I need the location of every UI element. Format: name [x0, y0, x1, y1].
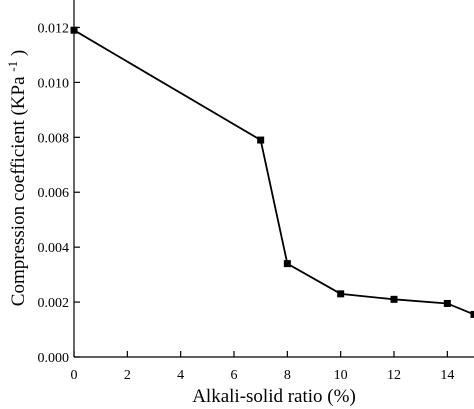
data-point-marker	[283, 260, 291, 268]
data-point-marker	[337, 290, 345, 298]
y-axis-title: Compression coefficient (KPa -1 )	[1, 50, 29, 306]
x-tick-label: 10	[334, 368, 348, 383]
data-point-marker	[443, 299, 451, 307]
series-markers	[70, 26, 474, 318]
y-axis-title-main: Compression coefficient (KPa	[8, 76, 29, 306]
y-axis-ticks	[74, 26, 80, 358]
x-tick-label: 4	[177, 368, 184, 383]
data-point-marker	[390, 295, 398, 303]
x-tick-label: 14	[440, 368, 454, 383]
data-point-marker	[257, 136, 265, 144]
x-tick-label: 8	[284, 368, 291, 383]
x-axis-title: Alkali-solid ratio (%)	[192, 386, 356, 407]
y-tick-label: 0.002	[38, 296, 70, 311]
plot-area: 0 2 4 6 8 10 12 14 0.0000.0020.0040.0060.0080.0…	[38, 0, 474, 383]
x-axis-title-text: Alkali-solid ratio (%)	[192, 386, 356, 407]
data-point-marker	[470, 310, 474, 318]
y-axis-title-close: )	[8, 50, 29, 56]
y-tick-label: 0.000	[38, 351, 70, 366]
y-tick-label: 0.012	[38, 21, 70, 36]
y-tick-label: 0.006	[38, 186, 70, 201]
x-tick-label: 12	[387, 368, 401, 383]
y-tick-label: 0.004	[38, 241, 70, 256]
y-axis-title-superscript: -1	[5, 61, 20, 72]
x-axis-tick-labels: 0 2 4 6 8 10 12 14	[71, 368, 455, 383]
y-tick-label: 0.008	[38, 131, 70, 146]
data-point-marker	[70, 26, 78, 34]
x-tick-label: 2	[124, 368, 131, 383]
x-tick-label: 0	[71, 368, 78, 383]
y-tick-label: 0.010	[38, 76, 70, 91]
series-line	[73, 29, 474, 316]
x-axis-ticks	[73, 351, 448, 357]
x-tick-label: 6	[231, 368, 238, 383]
y-axis-tick-labels: 0.000 0.002 0.004 0.006 0.008 0.010 0.012	[38, 21, 70, 366]
